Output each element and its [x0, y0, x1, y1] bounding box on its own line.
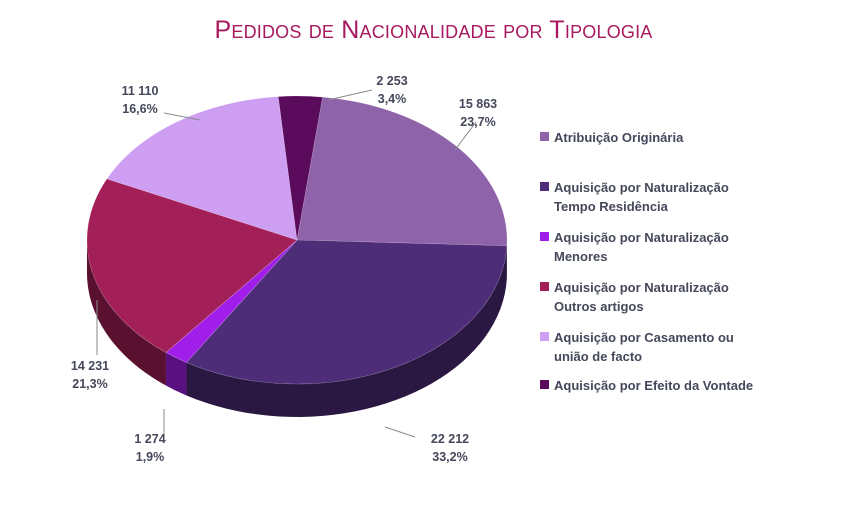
pie-slice-5 — [277, 95, 323, 241]
legend-label-1: Aquisição por Naturalização Tempo Residê… — [554, 180, 729, 214]
legend-item-2: Aquisição por Naturalização Menores — [540, 228, 729, 266]
pie-slice-3 — [86, 178, 298, 353]
pie-slice-2 — [165, 239, 298, 363]
leader-line-4 — [163, 112, 201, 121]
percent-label-0: 23,7% — [460, 115, 495, 129]
legend-label-2: Aquisição por Naturalização Menores — [554, 230, 729, 264]
pie-slice-1 — [185, 239, 508, 385]
legend-swatch-2 — [540, 232, 549, 241]
pie-side-2 — [165, 352, 187, 396]
legend-label-4: Aquisição por Casamento ou união de fact… — [554, 330, 734, 364]
percent-label-4: 16,6% — [122, 102, 157, 116]
value-label-4: 11 110 — [122, 84, 159, 98]
percent-label-2: 1,9% — [136, 450, 165, 464]
value-label-3: 14 231 — [71, 359, 109, 373]
leader-line-5 — [327, 89, 373, 101]
pie-side-1 — [186, 245, 507, 417]
legend-swatch-4 — [540, 332, 549, 341]
legend-swatch-0 — [540, 132, 549, 141]
pie-side-3 — [87, 240, 166, 386]
pie-side-walls — [87, 240, 507, 417]
value-label-5: 2 253 — [376, 74, 407, 88]
pie-slice-4 — [106, 96, 298, 241]
legend-swatch-3 — [540, 282, 549, 291]
legend-swatch-1 — [540, 182, 549, 191]
legend-label-5: Aquisição por Efeito da Vontade — [554, 378, 754, 393]
chart-title: Pedidos de Nacionalidade por Tipologia — [214, 16, 653, 44]
percent-label-3: 21,3% — [72, 377, 107, 391]
legend-swatch-5 — [540, 380, 549, 389]
legend-item-3: Aquisição por Naturalização Outros artig… — [540, 278, 729, 316]
legend-item-1: Aquisição por Naturalização Tempo Residê… — [540, 178, 729, 216]
legend-item-5: Aquisição por Efeito da Vontade — [540, 376, 753, 395]
value-label-2: 1 274 — [134, 432, 165, 446]
legend-label-0: Atribuição Originária — [554, 130, 684, 145]
legend-label-3: Aquisição por Naturalização Outros artig… — [554, 280, 729, 314]
percent-label-1: 33,2% — [432, 450, 467, 464]
value-label-1: 22 212 — [431, 432, 469, 446]
leader-line-1 — [384, 426, 416, 438]
data-labels: 15 863 23,7% 22 212 33,2% 1 274 1,9% 14 231 21,… — [71, 74, 497, 464]
leader-line-0 — [454, 121, 477, 151]
legend-item-4: Aquisição por Casamento ou união de fact… — [540, 328, 734, 366]
value-label-0: 15 863 — [459, 97, 497, 111]
legend-item-0: Atribuição Originária — [540, 128, 683, 147]
percent-label-5: 3,4% — [378, 92, 407, 106]
